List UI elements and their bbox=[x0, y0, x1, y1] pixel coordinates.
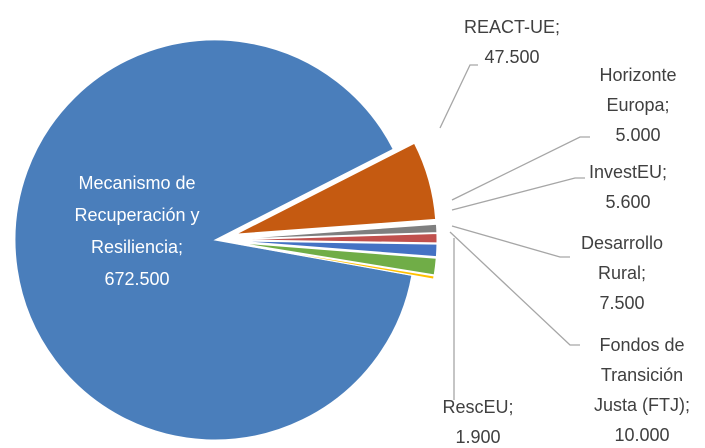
value-label: 10.000 bbox=[614, 425, 670, 445]
data-label: InvestEU; 5.600 bbox=[573, 157, 683, 217]
separator: ; bbox=[662, 162, 668, 182]
pie-slice bbox=[236, 243, 435, 280]
separator: ; bbox=[178, 237, 184, 257]
value-label: 7.500 bbox=[599, 293, 645, 313]
data-label: Fondos de Transición Justa (FTJ); 10.000 bbox=[579, 330, 705, 448]
value-label: 47.500 bbox=[484, 47, 540, 67]
separator: ; bbox=[685, 395, 691, 415]
data-label: Mecanismo de Recuperación y Resiliencia;… bbox=[52, 167, 222, 295]
pie-slice bbox=[236, 242, 437, 276]
category-name: REACT-UE bbox=[463, 17, 555, 37]
category-name: Fondos de Transición Justa (FTJ) bbox=[593, 335, 685, 415]
pie-slice bbox=[236, 223, 438, 240]
data-label: Horizonte Europa; 5.000 bbox=[583, 60, 693, 150]
value-label: 5.000 bbox=[615, 125, 661, 145]
separator: ; bbox=[641, 263, 647, 283]
data-label: Desarrollo Rural; 7.500 bbox=[567, 228, 677, 318]
category-name: Desarrollo Rural bbox=[580, 233, 664, 283]
data-label: RescEU; 1.900 bbox=[433, 392, 523, 448]
category-name: InvestEU bbox=[588, 162, 662, 182]
separator: ; bbox=[664, 95, 670, 115]
leader-lines bbox=[439, 64, 590, 400]
value-label: 1.900 bbox=[455, 427, 501, 447]
separator: ; bbox=[555, 17, 561, 37]
value-label: 672.500 bbox=[104, 269, 170, 289]
pie-slice bbox=[236, 240, 438, 258]
pie-slice bbox=[14, 39, 413, 441]
separator: ; bbox=[508, 397, 514, 417]
value-label: 5.600 bbox=[605, 192, 651, 212]
category-name: RescEU bbox=[442, 397, 509, 417]
pie-slice bbox=[235, 142, 437, 235]
category-name: Mecanismo de Recuperación y Resiliencia bbox=[74, 173, 200, 257]
pie-slice bbox=[236, 233, 438, 244]
data-label: REACT-UE; 47.500 bbox=[457, 12, 567, 72]
category-name: Horizonte Europa bbox=[599, 65, 677, 115]
